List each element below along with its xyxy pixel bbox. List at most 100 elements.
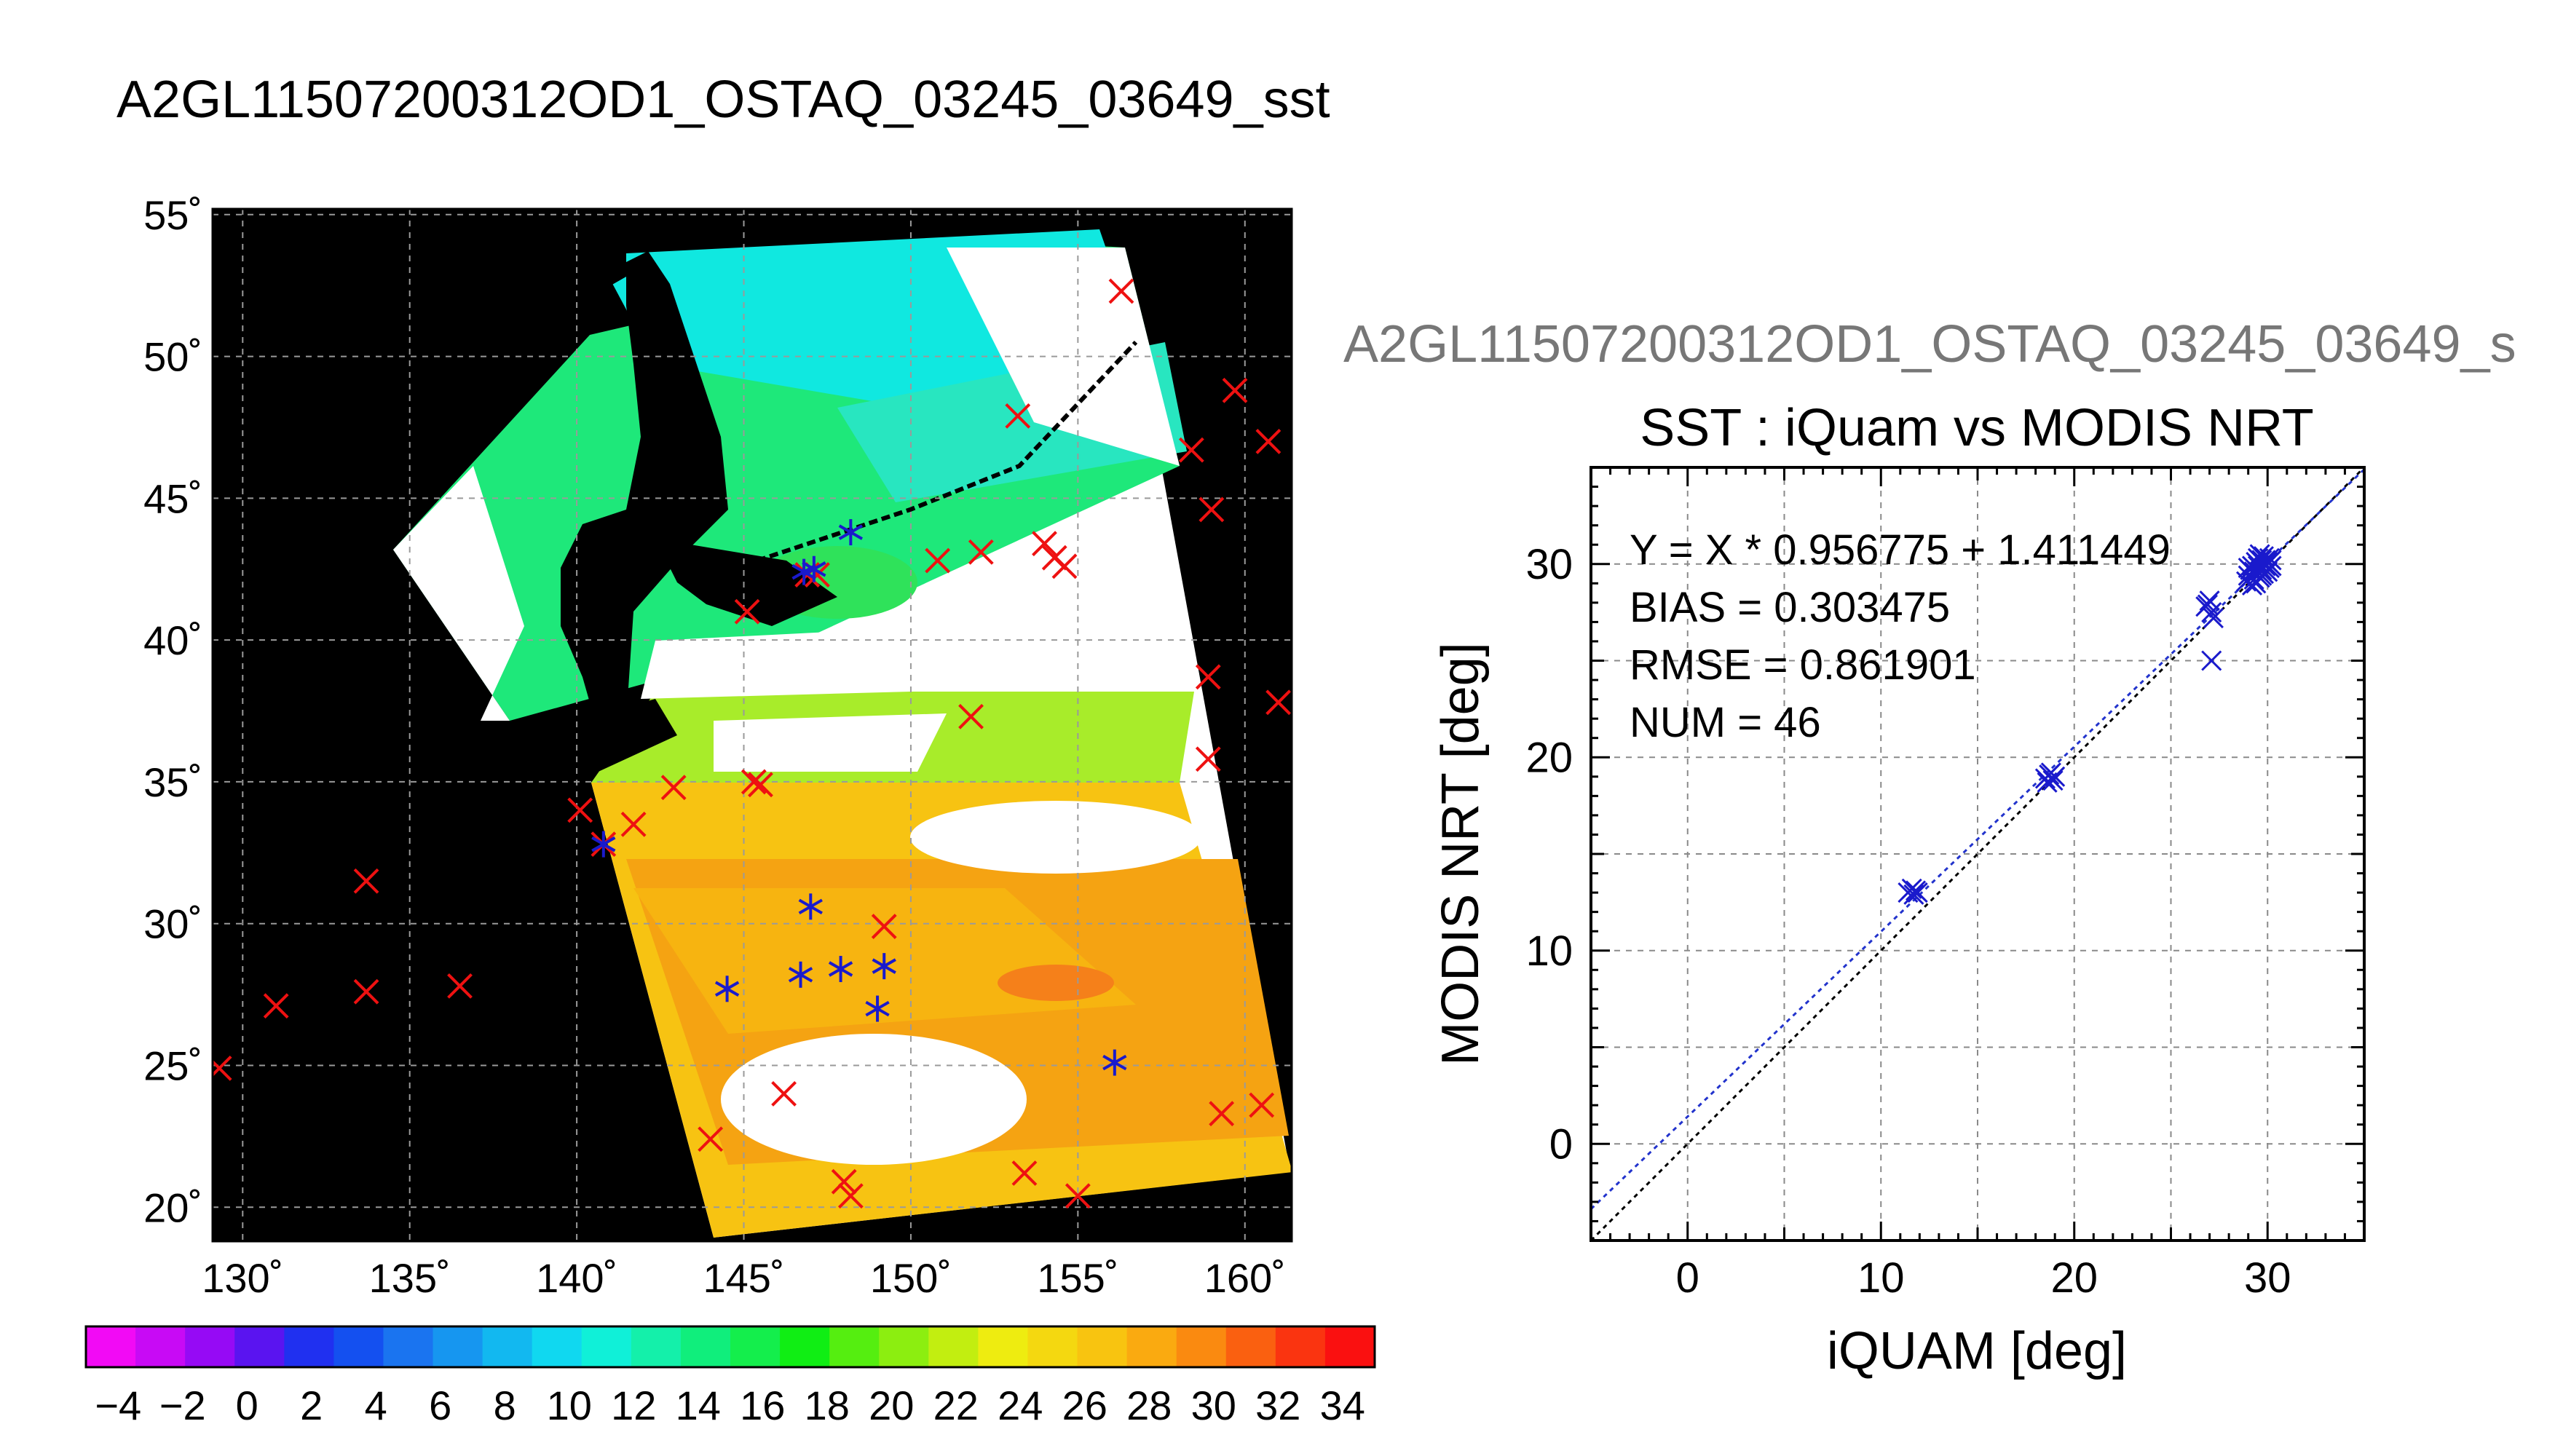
colorbar-tick-label: 10 [547,1382,592,1428]
map-x-tick-label: 145˚ [703,1255,784,1301]
map-x-tick-label: 130˚ [202,1255,283,1301]
marker-stroke [1265,689,1292,716]
marker-stroke [1011,1160,1038,1186]
colorbar-swatch [333,1326,384,1367]
map-marker-x [1178,437,1204,463]
colorbar-swatch [383,1326,434,1367]
scatter-stat-line: NUM = 46 [1630,699,1821,746]
map-x-tick-label: 160˚ [1204,1255,1286,1301]
marker-stroke [1907,882,1928,903]
colorbar-tick-label: 2 [300,1382,323,1428]
map-marker-x [1249,1092,1275,1118]
marker-stroke [837,1183,864,1209]
map-marker-x [213,1055,232,1081]
scatter-y-tick-label: 10 [1525,927,1573,975]
scatter-point [2197,594,2219,615]
colorbar-tick-label: 34 [1320,1382,1365,1428]
swath-gap-line [757,340,1138,563]
scatter-x-label: iQUAM [deg] [1827,1322,2127,1380]
marker-stroke [838,524,864,540]
scatter-point [2259,557,2280,579]
marker-stroke [2261,550,2282,571]
colorbar-tick-label: 26 [1062,1382,1107,1428]
scatter-point [2238,557,2259,579]
marker-stroke [788,967,813,983]
marker-stroke [872,958,896,974]
map-frame [211,207,1293,1243]
scatter-y-tick-labels: 0 10 20 30 [1525,541,1573,1168]
colorbar-tick-label: 0 [236,1382,258,1428]
map-marker-x [925,547,951,574]
colorbar-swatch [1027,1326,1078,1367]
marker-stroke [734,598,760,625]
marker-stroke [828,961,853,977]
regression-fit-line [1591,468,2364,1210]
colorbar-swatch [1176,1326,1227,1367]
marker-stroke [620,811,647,837]
scatter-point [1901,878,1922,899]
marker-stroke [353,868,379,894]
map-marker-x [1195,664,1221,690]
scatter-title: SST : iQuam vs MODIS NRT [1640,399,2314,457]
map-marker-x [353,978,379,1005]
colorbar-tick-label: 28 [1126,1382,1172,1428]
colorbar-tick-label: 12 [611,1382,656,1428]
map-marker-x [353,868,379,894]
marker-stroke [1108,278,1134,304]
scatter-point [2261,550,2282,571]
map-marker-x [734,598,760,625]
colorbar-swatch [86,1326,136,1367]
marker-stroke [2201,650,2222,671]
map-marker-x [771,1081,797,1107]
colorbar-swatch [433,1326,483,1367]
colorbar-tick-label: 22 [933,1382,979,1428]
map-marker-asterisk [1102,1049,1127,1076]
map-marker-x [1209,1101,1235,1127]
scatter-point [2203,608,2224,629]
colorbar-swatch [185,1326,235,1367]
marker-stroke [1222,377,1248,403]
scatter-y-tick-label: 30 [1525,541,1573,588]
marker-stroke [2259,557,2280,579]
map-marker-x [741,769,767,795]
map-marker-x [958,703,984,729]
scatter-grid [1591,467,2364,1241]
map-y-tick-label: 40˚ [143,617,202,663]
map-marker-asterisk [865,995,890,1022]
marker-stroke [591,836,616,852]
map-marker-x [660,775,687,801]
scatter-y-label: MODIS NRT [deg] [1431,642,1490,1066]
marker-stroke [1051,553,1078,579]
marker-stroke [447,973,473,999]
colorbar-tick-label: 20 [869,1382,914,1428]
land-japan-sakhalin [561,251,728,728]
scatter-point [2201,650,2222,671]
marker-stroke [925,547,951,574]
scatter-point [2042,770,2064,791]
marker-stroke [353,978,379,1005]
colorbar-swatch [482,1326,533,1367]
sst-colorbar: −4 −2 0 2 4 6 8 10 12 14 16 18 20 22 24 26 28 30 32 34 [84,1325,1376,1428]
cloud-patch-west [393,466,524,721]
colorbar-tick-label: −2 [159,1382,206,1428]
marker-stroke [871,914,897,940]
colorbar-tick-label: 6 [429,1382,451,1428]
map-marker-x [871,914,897,940]
colorbar-tick-label: 32 [1255,1382,1300,1428]
map-marker-x [698,1126,724,1152]
scatter-lines [1591,467,2364,1241]
marker-stroke [1032,531,1057,557]
map-marker-x [447,973,473,999]
colorbar-tick-label: 18 [805,1382,850,1428]
map-marker-x [1011,1160,1038,1186]
marker-stroke [1209,1101,1235,1127]
map-y-tick-label: 20˚ [143,1184,202,1230]
map-y-tick-label: 25˚ [143,1042,202,1088]
map-marker-x [968,539,994,565]
marker-stroke [1198,496,1225,523]
map-marker-x [748,772,773,798]
colorbar-tick-label: 30 [1191,1382,1236,1428]
marker-stroke [968,539,994,565]
marker-stroke [1195,664,1221,690]
scatter-point [2037,772,2058,793]
